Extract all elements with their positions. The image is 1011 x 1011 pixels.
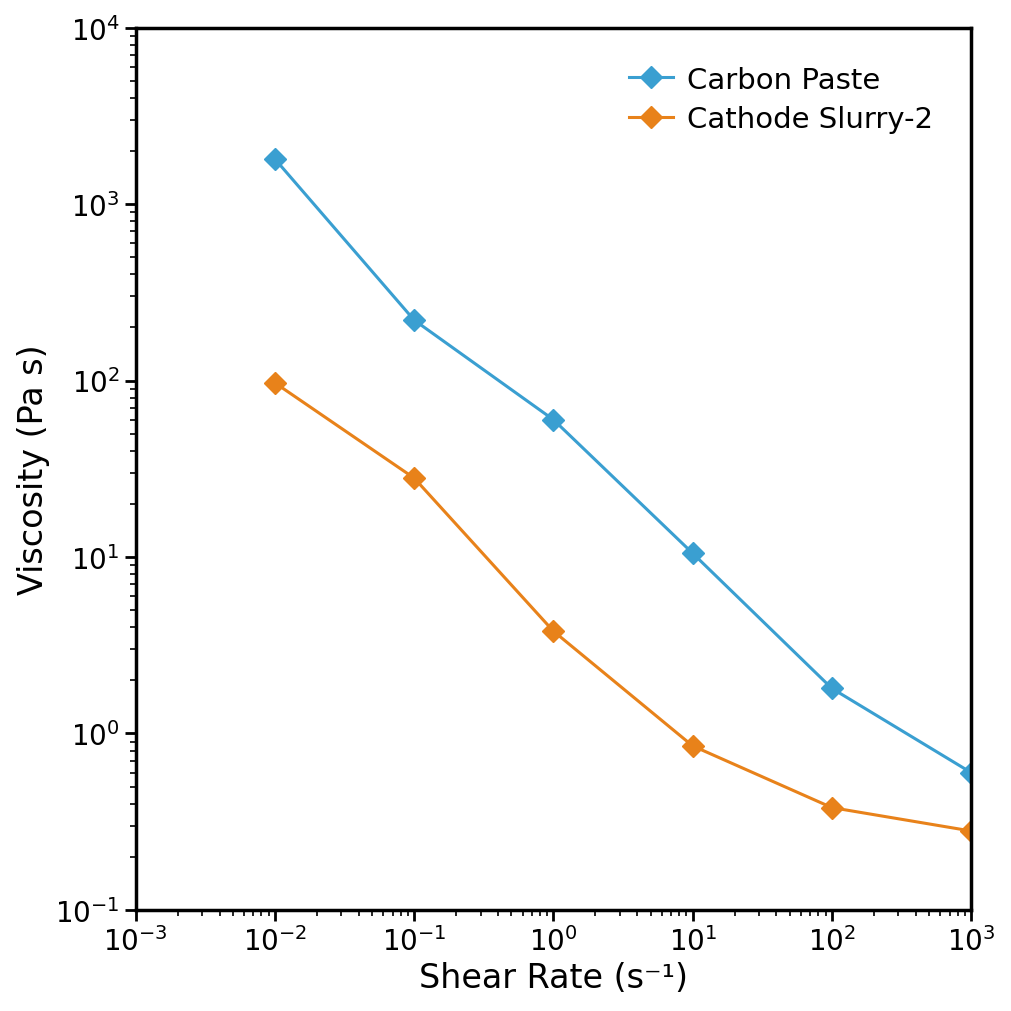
Carbon Paste xyxy=(685,548,698,560)
X-axis label: Shear Rate (s⁻¹): Shear Rate (s⁻¹) xyxy=(419,961,687,995)
Line: Cathode Slurry-2: Cathode Slurry-2 xyxy=(267,376,978,839)
Carbon Paste xyxy=(547,415,559,427)
Line: Carbon Paste: Carbon Paste xyxy=(267,153,978,780)
Cathode Slurry-2 xyxy=(825,802,837,814)
Cathode Slurry-2 xyxy=(547,626,559,638)
Y-axis label: Viscosity (Pa s): Viscosity (Pa s) xyxy=(16,344,50,594)
Carbon Paste xyxy=(407,314,420,327)
Cathode Slurry-2 xyxy=(407,472,420,484)
Cathode Slurry-2 xyxy=(269,377,281,389)
Carbon Paste xyxy=(825,682,837,695)
Cathode Slurry-2 xyxy=(964,825,977,837)
Carbon Paste xyxy=(269,154,281,166)
Legend: Carbon Paste, Cathode Slurry-2: Carbon Paste, Cathode Slurry-2 xyxy=(605,43,955,158)
Cathode Slurry-2 xyxy=(685,740,698,752)
Carbon Paste xyxy=(964,766,977,778)
